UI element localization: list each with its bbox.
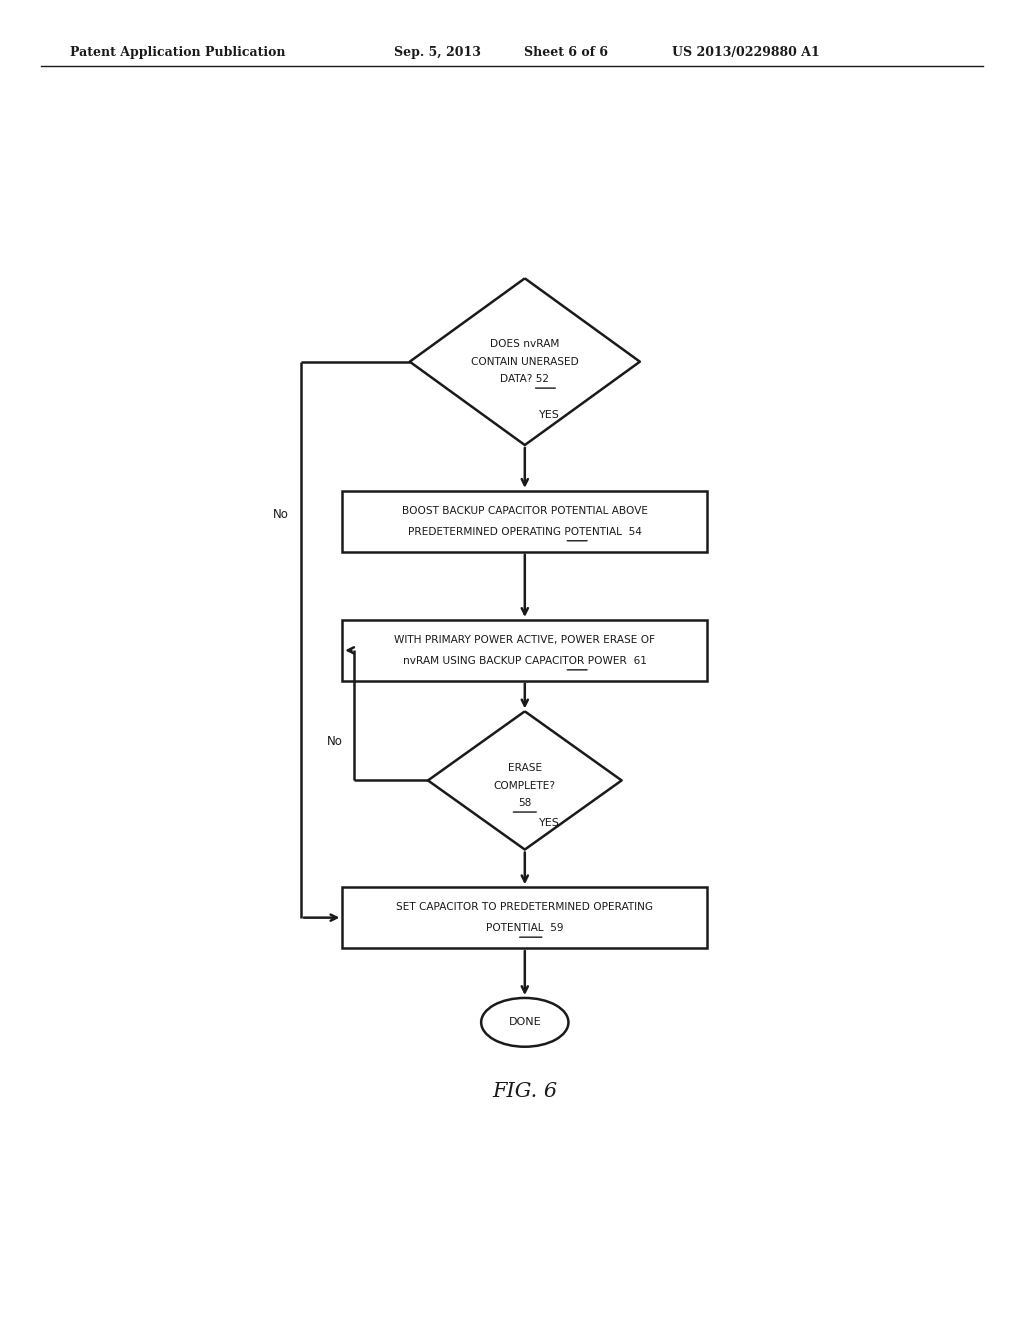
Text: YES: YES [539,409,560,420]
Text: Sheet 6 of 6: Sheet 6 of 6 [524,46,608,59]
Text: 58: 58 [518,797,531,808]
Text: DOES nv​RAM: DOES nv​RAM [490,339,559,350]
Text: No: No [327,735,342,748]
Text: SET CAPACITOR TO PREDETERMINED OPERATING: SET CAPACITOR TO PREDETERMINED OPERATING [396,903,653,912]
Text: FIG. 6: FIG. 6 [493,1082,557,1101]
Text: DATA? 52: DATA? 52 [501,374,549,384]
Text: ERASE: ERASE [508,763,542,774]
Bar [342,491,708,552]
Text: YES: YES [539,818,560,828]
Bar [342,887,708,948]
Text: POTENTIAL  59: POTENTIAL 59 [486,923,563,933]
Text: nv​RAM USING BACKUP CAPACITOR POWER  61: nv​RAM USING BACKUP CAPACITOR POWER 61 [402,656,647,665]
Text: US 2013/0229880 A1: US 2013/0229880 A1 [672,46,819,59]
Text: CONTAIN UNERASED: CONTAIN UNERASED [471,356,579,367]
Ellipse shape [481,998,568,1047]
Text: Sep. 5, 2013: Sep. 5, 2013 [394,46,481,59]
Text: WITH PRIMARY POWER ACTIVE, POWER ERASE OF: WITH PRIMARY POWER ACTIVE, POWER ERASE O… [394,635,655,645]
Text: BOOST BACKUP CAPACITOR POTENTIAL ABOVE: BOOST BACKUP CAPACITOR POTENTIAL ABOVE [401,506,648,516]
Text: DONE: DONE [509,1018,541,1027]
Text: COMPLETE?: COMPLETE? [494,780,556,791]
Text: No: No [273,508,289,520]
Text: Patent Application Publication: Patent Application Publication [70,46,285,59]
Bar [342,620,708,681]
Text: PREDETERMINED OPERATING POTENTIAL  54: PREDETERMINED OPERATING POTENTIAL 54 [408,527,642,537]
